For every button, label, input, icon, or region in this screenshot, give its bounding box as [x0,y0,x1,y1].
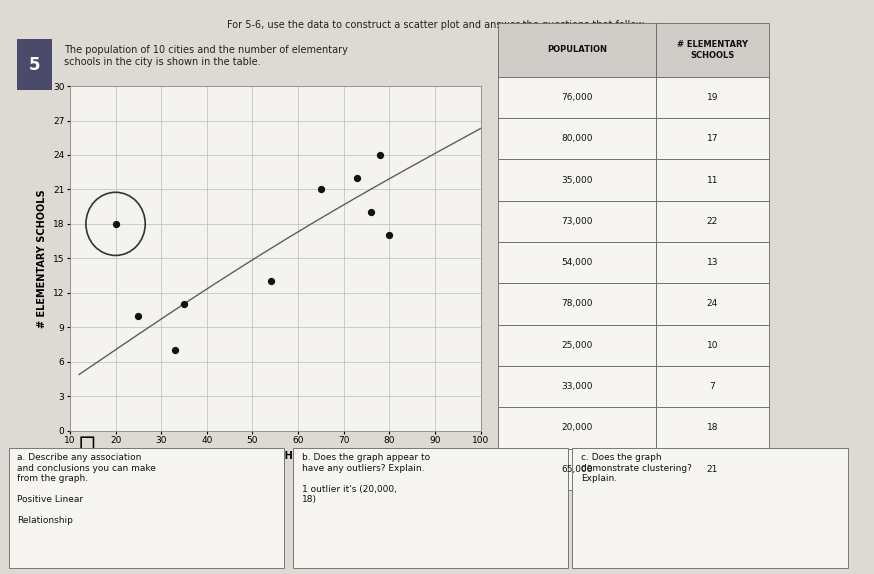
Bar [498,366,656,408]
Bar [293,448,568,568]
Bar [656,77,769,118]
Text: 10: 10 [706,341,718,350]
Bar [656,118,769,160]
Point [264,277,278,286]
Bar [498,242,656,284]
Bar [498,408,656,449]
Text: 11: 11 [706,176,718,184]
Text: 18: 18 [706,424,718,432]
Text: 80,000: 80,000 [561,134,593,143]
Point [177,300,191,309]
Bar [656,284,769,325]
Bar [656,23,769,77]
Text: POPULATION: POPULATION [547,45,607,55]
Bar [656,366,769,408]
Point [131,311,145,320]
Text: c. Does the graph
demonstrate clustering?
Explain.: c. Does the graph demonstrate clustering… [581,453,692,483]
Bar [656,242,769,284]
Bar [498,201,656,242]
Point [350,173,364,183]
Text: 65,000: 65,000 [561,465,593,474]
Text: 33,000: 33,000 [561,382,593,391]
Text: a. Describe any association
and conclusions you can make
from the graph.

Positi: a. Describe any association and conclusi… [17,453,156,525]
Text: b. Does the graph appear to
have any outliers? Explain.

1 outlier it's (20,000,: b. Does the graph appear to have any out… [302,453,430,504]
Point [168,346,182,355]
Point [373,150,387,160]
Bar [498,449,656,490]
Text: 13: 13 [706,258,718,267]
Bar [656,325,769,366]
Point [364,208,378,217]
Bar [498,160,656,201]
Bar [498,77,656,118]
Point [383,231,397,240]
Bar [498,118,656,160]
Text: 7: 7 [710,382,715,391]
Text: 73,000: 73,000 [561,217,593,226]
Point [108,219,122,228]
Bar [9,448,284,568]
Text: 20,000: 20,000 [561,424,593,432]
X-axis label: POPULATION (THOUSANDS): POPULATION (THOUSANDS) [199,451,351,460]
Y-axis label: # ELEMENTARY SCHOOLS: # ELEMENTARY SCHOOLS [38,189,47,328]
Text: 21: 21 [706,465,718,474]
Text: 19: 19 [706,93,718,102]
Text: 17: 17 [706,134,718,143]
Bar [572,448,848,568]
Text: 76,000: 76,000 [561,93,593,102]
Bar [498,23,656,77]
Text: 24: 24 [707,300,718,308]
Bar [656,201,769,242]
Text: 78,000: 78,000 [561,300,593,308]
Bar [498,284,656,325]
Text: For 5-6, use the data to construct a scatter plot and answer the questions that : For 5-6, use the data to construct a sca… [227,20,647,30]
Text: # ELEMENTARY
SCHOOLS: # ELEMENTARY SCHOOLS [676,40,748,60]
Text: 54,000: 54,000 [561,258,593,267]
Bar [498,325,656,366]
Text: 22: 22 [707,217,718,226]
Bar [656,449,769,490]
Text: 5: 5 [29,56,40,74]
Text: 35,000: 35,000 [561,176,593,184]
Point [314,185,328,194]
Bar [656,408,769,449]
Text: 🚌: 🚌 [79,434,96,461]
Text: 25,000: 25,000 [561,341,593,350]
Bar [656,160,769,201]
FancyBboxPatch shape [17,40,52,90]
Text: The population of 10 cities and the number of elementary
schools in the city is : The population of 10 cities and the numb… [65,45,348,67]
